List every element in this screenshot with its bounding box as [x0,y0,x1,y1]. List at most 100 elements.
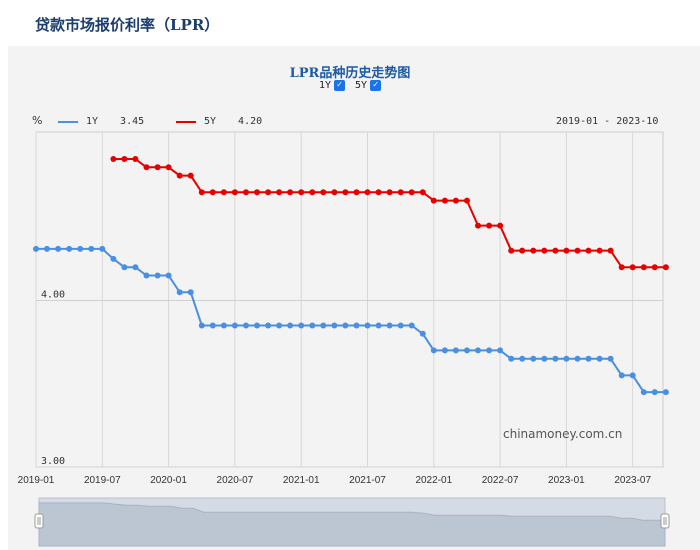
data-point-1y [475,347,481,354]
series-toggles: 1Y ✓ 5Y ✓ [0,80,700,91]
toggle-5y[interactable]: 5Y ✓ [355,80,382,91]
x-tick-label: 2020-01 [150,475,187,486]
data-point-5y [342,189,349,196]
legend-item-1y[interactable]: 1Y 3.45 [58,116,144,127]
data-point-5y [464,197,470,204]
data-point-5y [154,164,161,171]
data-point-5y [497,222,504,229]
data-point-5y [475,222,481,229]
data-point-1y [541,355,548,362]
data-point-1y [320,322,327,329]
data-point-1y [33,245,39,252]
data-point-5y [176,172,183,179]
x-tick-label: 2022-07 [482,475,519,486]
data-point-5y [187,172,194,179]
watermark: chinamoney.com.cn [503,427,623,441]
data-point-1y [331,322,338,329]
data-point-1y [121,264,128,271]
data-point-5y [165,164,172,171]
data-point-1y [66,245,73,252]
data-point-1y [662,389,669,396]
data-point-5y [629,264,636,271]
data-point-1y [618,372,625,379]
plot-area [35,131,664,468]
data-point-5y [353,189,360,196]
data-point-5y [364,189,371,196]
data-point-1y [187,289,194,296]
data-point-1y [607,355,614,362]
date-range: 2019-01 - 2023-10 [556,116,659,127]
x-tick-label: 2019-01 [18,475,55,486]
data-point-5y [143,164,150,171]
data-point-1y [55,245,62,252]
data-point-5y [662,264,669,271]
data-point-1y [596,355,603,362]
data-point-1y [640,389,647,396]
data-point-5y [574,247,581,254]
data-point-1y [397,322,404,329]
data-point-1y [77,245,84,252]
toggle-1y-checkbox[interactable]: ✓ [333,80,345,91]
data-point-1y [552,355,559,362]
data-point-5y [508,247,515,254]
y-tick-label: 3.00 [41,456,65,467]
data-point-1y [276,322,283,329]
data-point-5y [121,156,128,162]
data-point-1y [176,289,183,296]
data-point-1y [651,389,658,396]
data-point-5y [419,189,426,196]
data-point-1y [486,347,493,354]
data-point-5y [331,189,338,196]
data-point-1y [563,355,570,362]
line-chart: 2019-01 2019-07 2020-01 2020-07 2021-01 2021-… [18,131,669,486]
legend-value-1y: 3.45 [120,116,145,127]
data-point-5y [430,197,437,204]
data-point-5y [441,197,448,204]
data-point-1y [629,372,636,379]
data-point-5y [651,264,658,271]
data-point-5y [486,222,493,229]
y-tick-label: 4.00 [41,290,65,301]
data-point-1y [243,322,249,329]
data-point-5y [397,189,404,196]
data-point-1y [198,322,205,329]
data-point-1y [143,272,150,279]
data-point-1y [408,322,415,329]
legend-item-5y[interactable]: 5Y 4.20 [176,116,262,127]
data-point-1y [386,322,393,329]
data-point-1y [441,347,448,354]
data-point-5y [375,189,382,196]
data-point-1y [287,322,294,329]
data-point-1y [165,272,172,279]
data-point-1y [154,272,161,279]
legend-name-1y: 1Y [86,116,99,127]
data-point-5y [220,189,227,196]
data-point-5y [276,189,283,196]
legend-name-5y: 5Y [204,116,217,127]
x-tick-label: 2021-01 [283,475,320,486]
data-point-1y [497,347,504,354]
data-point-5y [231,189,238,196]
data-point-1y [375,322,382,329]
legend-value-5y: 4.20 [238,116,263,127]
toggle-5y-label: 5Y [355,80,368,91]
data-point-1y [574,355,581,362]
data-point-1y [508,355,515,362]
toggle-1y[interactable]: 1Y ✓ [319,80,345,91]
toggle-5y-checkbox[interactable]: ✓ [370,80,382,91]
data-point-1y [209,322,216,329]
data-point-1y [110,255,117,262]
data-point-1y [254,322,260,329]
data-point-1y [430,347,437,354]
data-point-1y [99,245,106,252]
data-point-1y [298,322,305,329]
data-point-1y [88,245,95,252]
data-point-5y [254,189,260,196]
legend-swatch-1y [58,120,78,123]
data-point-1y [530,355,537,362]
data-point-5y [298,189,305,196]
data-point-1y [364,322,371,329]
data-point-1y [353,322,360,329]
series-line-1y [36,247,666,394]
x-tick-label: 2023-07 [614,475,651,486]
